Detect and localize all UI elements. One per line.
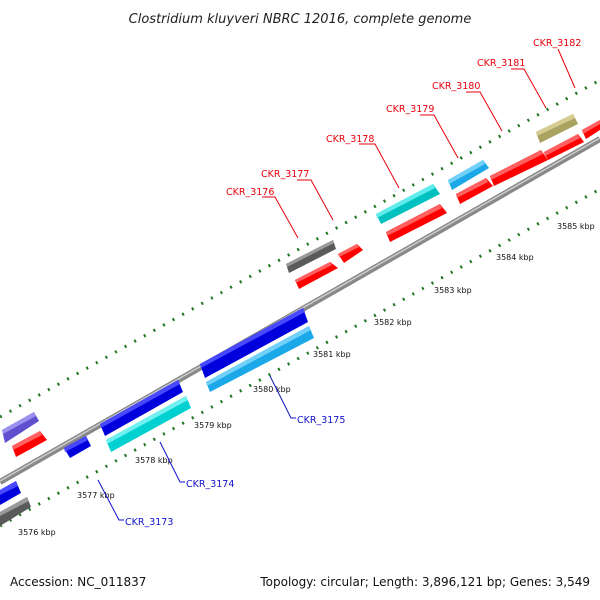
topology-summary: Topology: circular; Length: 3,896,121 bp…	[259, 575, 590, 589]
kbp-label: 3577 kbp	[77, 491, 115, 500]
kbp-label: 3582 kbp	[374, 318, 412, 327]
gene-label-ckr3173[interactable]: CKR_3173	[125, 517, 173, 528]
gene-left-blue-bottom[interactable]	[0, 481, 21, 505]
gene-label-ckr3178[interactable]: CKR_3178	[326, 134, 374, 145]
gene-ckr3173[interactable]	[64, 436, 91, 458]
accession-text: Accession: NC_011837	[10, 575, 146, 589]
kbp-label: 3583 kbp	[434, 286, 472, 295]
gene-ckr3174[interactable]	[106, 396, 191, 452]
bottom-gene-labels: CKR_3173 CKR_3174 CKR_3175	[125, 415, 345, 528]
gene-ckr3175[interactable]	[206, 326, 314, 392]
kbp-label: 3578 kbp	[135, 456, 173, 465]
kbp-label: 3580 kbp	[253, 385, 291, 394]
kbp-label: 3579 kbp	[194, 421, 232, 430]
inner-tick-track	[0, 187, 600, 528]
gene-label-ckr3179[interactable]: CKR_3179	[386, 104, 434, 115]
kbp-label: 3581 kbp	[313, 350, 351, 359]
gene-edge-red[interactable]	[582, 120, 600, 139]
kbp-label: 3576 kbp	[18, 528, 56, 537]
gene-ckr3182[interactable]	[544, 134, 584, 160]
gene-label-ckr3174[interactable]: CKR_3174	[186, 479, 234, 490]
gene-label-ckr3182[interactable]: CKR_3182	[533, 38, 581, 49]
gene-ckr3177b[interactable]	[338, 244, 363, 263]
gene-ckr3181[interactable]	[490, 150, 548, 186]
gene-left-gray[interactable]	[0, 497, 31, 526]
gene-label-ckr3181[interactable]: CKR_3181	[477, 58, 525, 69]
gene-olive[interactable]	[536, 114, 578, 143]
gene-label-ckr3180[interactable]: CKR_3180	[432, 81, 480, 92]
gene-ckr3178b[interactable]	[386, 204, 447, 242]
gene-left-red[interactable]	[12, 431, 47, 457]
gene-ckr3176[interactable]	[286, 240, 336, 273]
top-gene-labels: CKR_3176 CKR_3177 CKR_3178 CKR_3179 CKR_…	[226, 38, 581, 198]
gene-ckr3177[interactable]	[295, 262, 338, 289]
gene-label-ckr3175[interactable]: CKR_3175	[297, 415, 345, 426]
gene-label-ckr3177[interactable]: CKR_3177	[261, 169, 309, 180]
kbp-label: 3584 kbp	[496, 253, 534, 262]
gene-ckr3180[interactable]	[456, 178, 493, 204]
gene-ckr3178[interactable]	[376, 184, 440, 224]
kbp-label: 3585 kbp	[557, 222, 595, 231]
kbp-labels: 3576 kbp 3577 kbp 3578 kbp 3579 kbp 3580…	[18, 222, 595, 537]
outer-tick-track	[0, 78, 600, 419]
gene-purple[interactable]	[2, 412, 39, 443]
bottom-leader-lines	[97, 375, 296, 521]
gene-ckr3175b[interactable]	[200, 308, 308, 378]
gene-ckr3173b[interactable]	[100, 380, 183, 436]
gene-ckr3179[interactable]	[448, 160, 489, 190]
top-leader-lines	[262, 48, 576, 239]
gene-label-ckr3176[interactable]: CKR_3176	[226, 187, 274, 198]
map-title: Clostridium kluyveri NBRC 12016, complet…	[129, 12, 472, 27]
